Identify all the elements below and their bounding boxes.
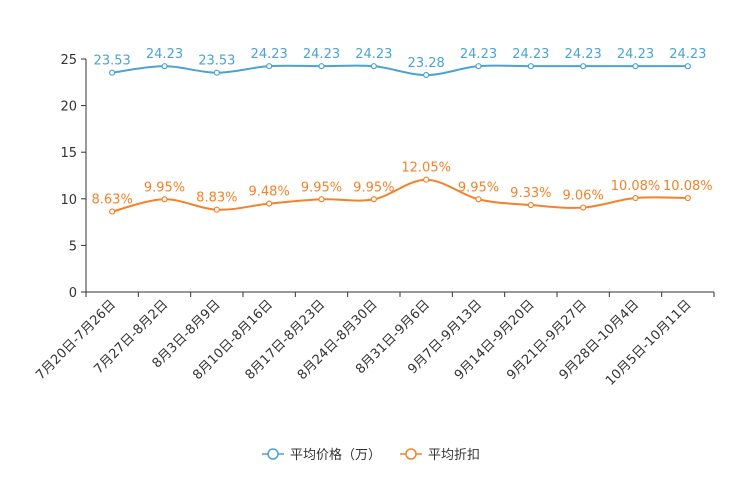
data-point[interactable] bbox=[527, 63, 534, 70]
data-point[interactable] bbox=[266, 63, 273, 70]
legend-marker-0[interactable] bbox=[267, 448, 279, 460]
data-label: 24.23 bbox=[512, 47, 549, 62]
data-label: 8.63% bbox=[92, 193, 133, 208]
data-point[interactable] bbox=[475, 196, 482, 203]
data-label: 24.23 bbox=[460, 47, 497, 62]
data-point[interactable] bbox=[684, 194, 691, 202]
data-point[interactable] bbox=[423, 176, 430, 183]
data-label: 9.95% bbox=[301, 180, 342, 195]
data-label: 23.53 bbox=[94, 54, 131, 69]
data-label: 24.23 bbox=[565, 47, 602, 62]
data-point[interactable] bbox=[684, 63, 691, 70]
data-label: 12.05% bbox=[401, 161, 451, 176]
data-point[interactable] bbox=[370, 196, 377, 203]
data-point[interactable] bbox=[109, 208, 116, 215]
data-label: 9.95% bbox=[144, 180, 185, 195]
data-label: 9.95% bbox=[353, 180, 394, 195]
data-label: 10.08% bbox=[663, 179, 713, 194]
data-point[interactable] bbox=[632, 63, 639, 70]
data-label: 9.33% bbox=[510, 186, 551, 201]
data-label: 8.83% bbox=[196, 191, 237, 206]
data-point[interactable] bbox=[527, 201, 534, 209]
data-point[interactable] bbox=[318, 63, 325, 70]
data-label: 23.53 bbox=[198, 54, 235, 69]
data-point[interactable] bbox=[423, 71, 430, 79]
data-point[interactable] bbox=[161, 63, 168, 70]
y-tick-label: 15 bbox=[60, 146, 77, 161]
data-label: 9.95% bbox=[458, 180, 499, 195]
data-point[interactable] bbox=[370, 63, 377, 70]
y-tick-label: 0 bbox=[69, 286, 77, 301]
y-tick-label: 5 bbox=[69, 239, 77, 254]
data-point[interactable] bbox=[213, 69, 220, 76]
data-point[interactable] bbox=[213, 206, 220, 213]
data-point[interactable] bbox=[109, 69, 116, 76]
data-point[interactable] bbox=[266, 200, 273, 207]
data-point[interactable] bbox=[580, 204, 587, 211]
y-tick-label: 10 bbox=[60, 193, 77, 208]
data-label: 24.23 bbox=[146, 47, 183, 62]
data-point[interactable] bbox=[318, 196, 325, 203]
legend-label-0[interactable]: 平均价格（万） bbox=[290, 447, 381, 463]
data-label: 10.08% bbox=[611, 179, 661, 194]
legend-label-1[interactable]: 平均折扣 bbox=[428, 448, 480, 463]
series-line-1 bbox=[111, 178, 688, 213]
data-point[interactable] bbox=[475, 63, 482, 70]
data-label: 24.23 bbox=[303, 47, 340, 62]
data-label: 24.23 bbox=[617, 47, 654, 62]
y-tick-label: 25 bbox=[60, 53, 77, 68]
data-label: 9.48% bbox=[249, 185, 290, 200]
data-label: 9.06% bbox=[563, 189, 604, 204]
data-point[interactable] bbox=[580, 63, 587, 70]
data-label: 24.23 bbox=[251, 47, 288, 62]
data-label: 24.23 bbox=[355, 47, 392, 62]
y-tick-label: 20 bbox=[60, 100, 77, 115]
series-line-0 bbox=[112, 64, 688, 77]
data-point[interactable] bbox=[161, 196, 168, 203]
data-label: 23.28 bbox=[408, 56, 445, 71]
data-label: 24.23 bbox=[669, 47, 706, 62]
data-point[interactable] bbox=[632, 194, 639, 202]
legend-marker-1[interactable] bbox=[405, 448, 417, 460]
